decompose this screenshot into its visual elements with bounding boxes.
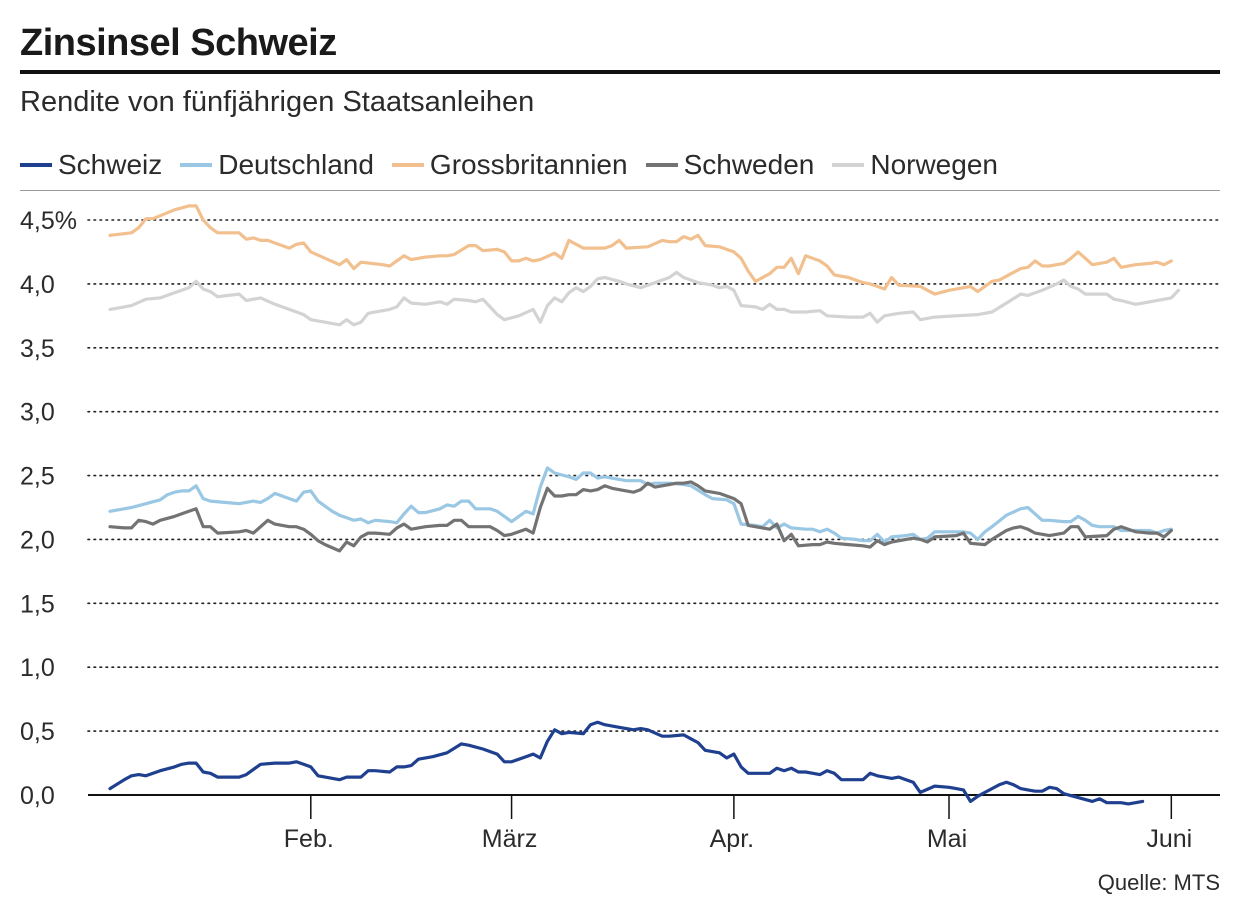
legend-label: Schweden (683, 149, 815, 180)
x-tick-label: März (482, 825, 538, 853)
legend-rule (20, 190, 1220, 191)
y-tick-label: 3,0 (20, 399, 55, 427)
x-tick-label: Mai (927, 825, 967, 853)
series-line-deutschland (108, 466, 1173, 544)
legend-item-schweden: Schweden (645, 149, 815, 181)
y-tick-label: 4,5% (20, 207, 77, 235)
y-tick-label: 0,0 (20, 782, 55, 810)
series-line-grossbritannien (108, 204, 1173, 296)
legend-item-norwegen: Norwegen (832, 149, 998, 181)
y-tick-label: 1,0 (20, 654, 55, 682)
legend-swatch (832, 163, 865, 167)
y-tick-label: 3,5 (20, 335, 55, 363)
legend-swatch (645, 163, 678, 167)
series-line-schweiz (108, 720, 1145, 806)
x-axis: Feb. März Apr. Mai Juni (284, 795, 1192, 853)
title-rule (20, 70, 1220, 74)
y-tick-label: 4,0 (20, 271, 55, 299)
series-group (108, 204, 1181, 806)
legend-label: Schweiz (58, 149, 163, 180)
legend: Schweiz Deutschland Grossbritannien Schw… (20, 147, 1016, 183)
chart-title: Zinsinsel Schweiz (20, 22, 337, 64)
source-note: Quelle: MTS (1097, 870, 1220, 895)
legend-swatch (20, 163, 52, 167)
x-tick-label: Feb. (284, 825, 334, 853)
legend-label: Grossbritannien (429, 149, 628, 180)
legend-swatch (180, 163, 213, 167)
y-tick-label: 0,5 (20, 718, 55, 746)
series-line-norwegen (108, 270, 1181, 327)
legend-label: Deutschland (218, 149, 374, 180)
legend-item-schweiz: Schweiz (20, 149, 162, 181)
legend-label: Norwegen (870, 149, 998, 180)
x-tick-label: Juni (1146, 825, 1192, 853)
legend-item-grossbritannien: Grossbritannien (391, 149, 628, 181)
y-tick-label: 1,5 (20, 590, 55, 618)
legend-swatch (391, 163, 424, 167)
chart-subtitle: Rendite von fünfjährigen Staatsanleihen (20, 86, 535, 118)
y-tick-label: 2,5 (20, 463, 55, 491)
gridlines: 0,0 0,5 1,0 1,5 2,0 2,5 3,0 3,5 4,0 4,5% (20, 207, 1221, 810)
x-tick-label: Apr. (710, 825, 754, 853)
y-tick-label: 2,0 (20, 526, 55, 554)
series-line-schweden (108, 480, 1173, 553)
legend-item-deutschland: Deutschland (180, 149, 374, 181)
